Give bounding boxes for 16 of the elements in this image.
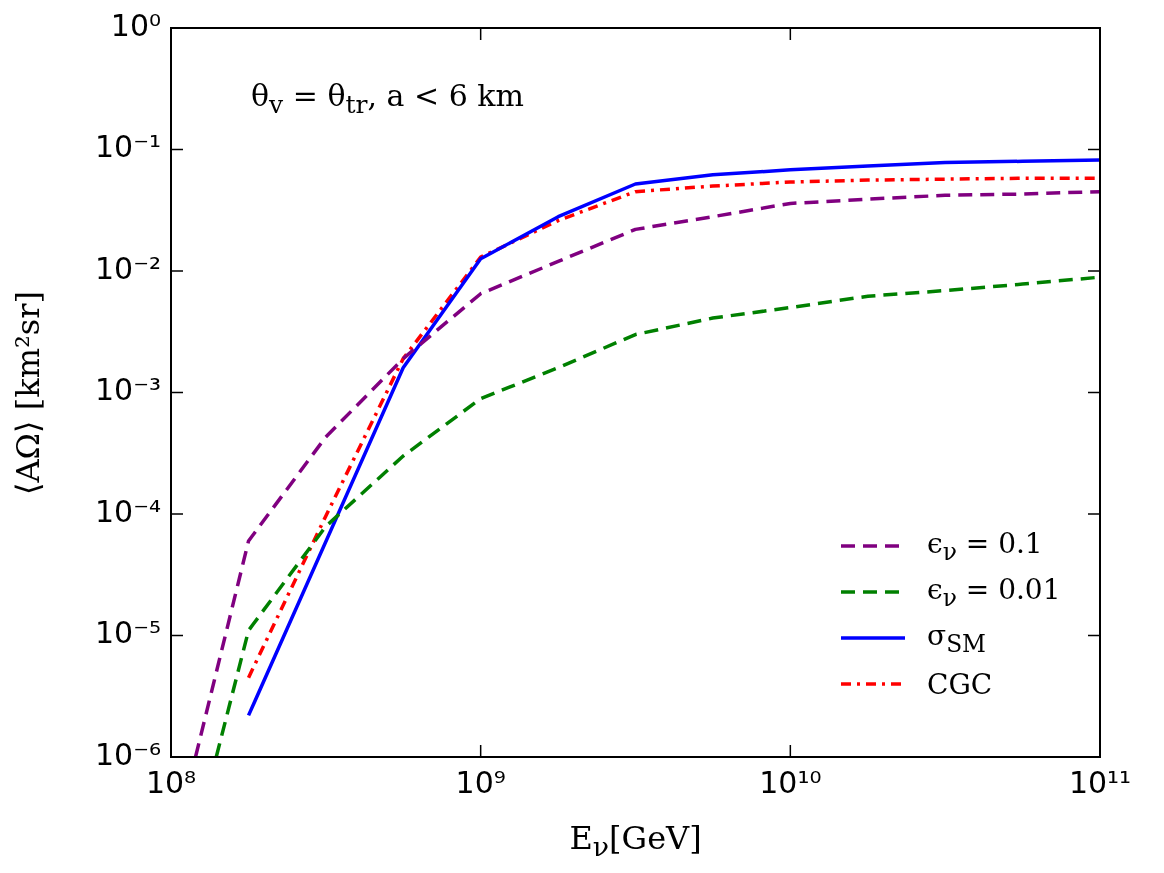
legend-label: σ$_{SM}$ [927, 618, 986, 658]
x-axis-title: E$_{ν}$[GeV] [569, 819, 702, 863]
x-tick-label: 10¹¹ [1068, 764, 1132, 800]
y-tick-label: 10⁻² [94, 250, 161, 286]
legend-label: CGC [927, 667, 993, 701]
annotation: θ$_{v}$ = θ$_{tr}$, a < 6 km [251, 78, 524, 119]
y-tick-label: 10⁻¹ [94, 129, 161, 165]
legend-label: ϵ$_{ν}$ = 0.1 [927, 526, 1043, 566]
y-tick-label: 10⁻⁴ [94, 493, 161, 529]
y-tick-label: 10⁻⁵ [94, 615, 161, 651]
x-tick-label: 10⁹ [455, 764, 506, 800]
y-axis-title: ⟨AΩ⟩ [km²sr] [9, 290, 48, 495]
y-tick-label: 10⁰ [110, 7, 161, 43]
y-tick-label: 10⁻³ [94, 372, 161, 408]
x-tick-label: 10¹⁰ [759, 764, 822, 800]
legend-label: ϵ$_{ν}$ = 0.01 [927, 572, 1061, 612]
